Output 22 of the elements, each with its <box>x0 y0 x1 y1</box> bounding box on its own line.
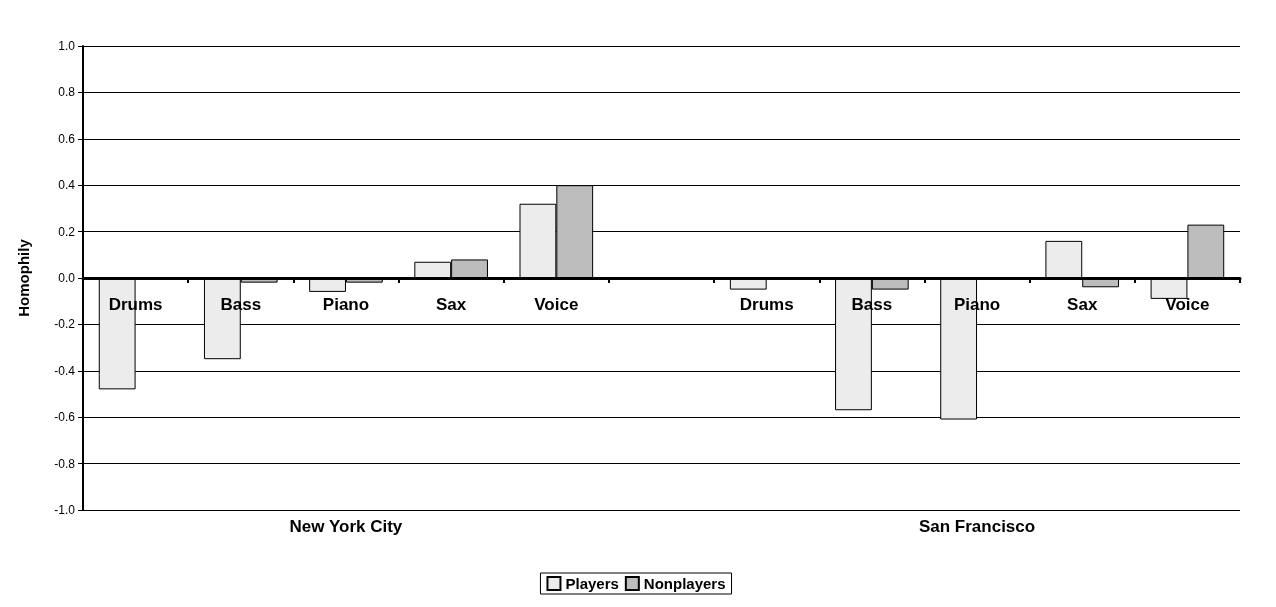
text: San Francisco <box>918 517 1036 536</box>
y-tick-label: 0.6 <box>58 131 76 146</box>
y-tick-label: -0.6 <box>54 410 76 425</box>
y-tick-label: -0.2 <box>54 317 76 332</box>
y-tick-label: 1.0 <box>58 39 76 53</box>
x-tick-label: Sax <box>1067 295 1098 314</box>
legend-label: Players <box>565 575 619 592</box>
x-tick-label: Piano <box>322 295 370 314</box>
legend-label: Nonplayers <box>643 575 726 592</box>
x-tick-label: Sax <box>436 295 467 314</box>
x-tick-label: Voice <box>534 295 579 314</box>
y-tick-label: -0.4 <box>54 363 76 378</box>
x-tick-label: Voice <box>1165 295 1210 314</box>
y-tick-label: -1.0 <box>54 503 76 517</box>
y-tick-label: 0.8 <box>58 85 76 100</box>
y-tick-label: 0.4 <box>58 178 76 193</box>
y-tick-label: 0.0 <box>58 271 76 285</box>
y-tick-label: -0.8 <box>54 456 76 471</box>
y-axis-title: Homophily <box>15 238 32 317</box>
x-tick-label: Drums <box>739 295 794 314</box>
text: New York City <box>289 517 403 536</box>
y-tick-label: 0.2 <box>58 224 76 239</box>
